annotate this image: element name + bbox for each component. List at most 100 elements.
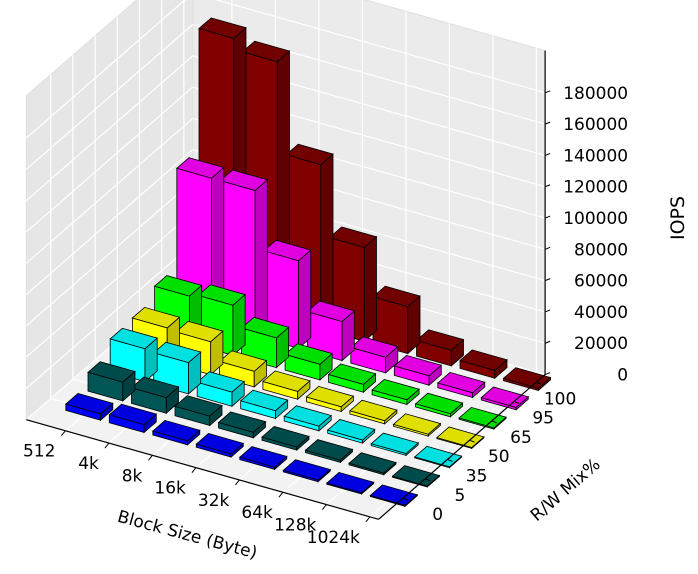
z-tick-label: 80000 [574, 240, 628, 260]
x-tick-label: 512 [23, 442, 55, 462]
bar-128k-rw65 [414, 392, 464, 418]
bar-32k-rw5 [261, 426, 310, 451]
x-tick [104, 442, 110, 449]
bar-64k-rw35 [326, 419, 376, 444]
x-tick-label: 64k [241, 503, 273, 523]
bar-top [130, 376, 180, 399]
grid-line-z-side [25, 24, 194, 170]
grid-line-z [192, 23, 546, 125]
bar-top [174, 395, 223, 417]
y-axis-title: R/W Mix% [527, 455, 605, 526]
bar-128k-rw5 [348, 452, 397, 476]
bar-top [349, 399, 398, 422]
y-tick [447, 458, 453, 462]
bar-top [241, 40, 291, 63]
bar-top [306, 300, 356, 322]
bar-top [285, 143, 334, 166]
bar-top [198, 17, 247, 39]
bar-32k-rw65 [327, 363, 377, 394]
bar-top [436, 371, 486, 394]
bar-128k-rw35 [370, 432, 420, 457]
bar-32k-rw50 [305, 385, 355, 413]
z-tick-label: 100000 [563, 209, 628, 229]
bar-top [372, 285, 421, 308]
y-tick-label: 0 [432, 505, 443, 525]
bar-16k-rw0 [195, 433, 245, 458]
x-tick [322, 504, 327, 510]
y-tick-label: 95 [532, 409, 554, 429]
bar-16k-rw35 [239, 389, 289, 420]
bar-top [459, 349, 508, 371]
z-tick [544, 246, 551, 250]
bar-top [283, 405, 333, 427]
bar-top [87, 361, 136, 383]
z-tick-label: 160000 [563, 115, 628, 135]
bar-16k-rw5 [217, 411, 267, 439]
bar-top [218, 350, 268, 372]
x-tick-label: 4k [78, 454, 99, 474]
x-tick-label: 16k [154, 479, 186, 499]
y-tick [425, 478, 431, 482]
x-tick [278, 491, 284, 498]
z-tick-label: 60000 [574, 272, 628, 292]
z-tick-label: 140000 [563, 146, 628, 166]
bar-top [392, 413, 442, 435]
grid-line-z-side [25, 0, 186, 139]
z-tick [544, 121, 551, 125]
bar-512-rw0 [64, 393, 114, 422]
bar-32k-rw95 [349, 336, 399, 374]
bar-top [327, 363, 377, 385]
x-axis-line [26, 419, 379, 520]
bar-8k-rw35 [196, 371, 246, 408]
bar-top [305, 385, 355, 408]
grid-line-z-side [25, 86, 194, 233]
bar-64k-rw5 [304, 439, 354, 464]
x-axis-title: Block Size (Byte) [115, 507, 259, 564]
bar-top [262, 370, 311, 392]
bar-128k-rw50 [392, 413, 442, 437]
bar-32k-rw35 [283, 405, 333, 432]
y-tick [402, 497, 409, 501]
bar-128k-rw95 [436, 371, 486, 399]
bar-128k-rw100 [459, 349, 508, 380]
bar-top [304, 439, 354, 461]
bar-top [64, 393, 114, 415]
x-tick-label: 8k [122, 466, 143, 486]
bar-top [326, 419, 376, 441]
bar-top [414, 392, 464, 415]
z-tick [544, 278, 551, 282]
grid-line-z-side [25, 149, 194, 295]
grid-line-z-side [25, 243, 194, 389]
bar-top [239, 389, 289, 412]
z-tick-label: 0 [617, 366, 628, 386]
bar-4k-rw0 [108, 403, 158, 434]
z-tick [544, 152, 551, 156]
bar-top [175, 320, 224, 343]
bar-top [219, 169, 269, 191]
y-tick-label: 5 [454, 486, 465, 506]
bar-top [325, 472, 375, 494]
bar-64k-rw95 [393, 354, 443, 387]
bar-top [262, 239, 312, 262]
bar-top [131, 306, 181, 329]
bar-top [415, 329, 465, 351]
chart-bars [64, 17, 552, 508]
bar-16k-rw50 [262, 370, 311, 401]
y-tick-label: 65 [510, 428, 532, 448]
y-tick [513, 401, 520, 405]
z-tick [544, 340, 551, 344]
bar-top [240, 316, 290, 339]
z-tick-label: 20000 [574, 334, 628, 354]
bar-128k-rw0 [325, 472, 375, 495]
bar-side [254, 178, 268, 337]
bar-top [328, 226, 378, 248]
bar-top [151, 419, 201, 442]
bar-side [363, 235, 377, 343]
bar-8k-rw0 [151, 419, 201, 446]
bar-top [195, 433, 245, 455]
grid-line-z [214, 0, 546, 94]
bar-8k-rw5 [174, 395, 223, 427]
bar-top [261, 426, 310, 448]
x-tick-label: 32k [198, 491, 230, 511]
